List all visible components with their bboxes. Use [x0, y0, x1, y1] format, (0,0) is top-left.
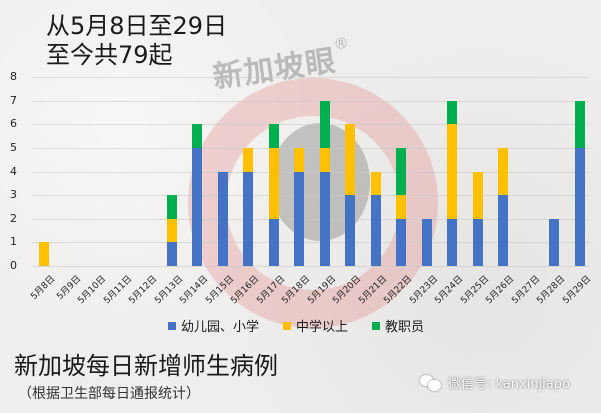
y-tick-label: 7	[10, 93, 17, 107]
bar-segment	[447, 100, 457, 125]
bar-segment	[192, 147, 202, 266]
bar-segment	[370, 171, 381, 196]
bar	[294, 148, 304, 266]
legend-label: 教职员	[385, 320, 425, 335]
y-tick-label: 2	[10, 211, 17, 225]
bar	[472, 171, 483, 266]
bar-segment	[396, 148, 406, 196]
bar	[549, 218, 559, 266]
bar	[217, 171, 228, 266]
bar-segment	[319, 171, 330, 266]
bar	[192, 124, 202, 266]
gridline	[32, 218, 589, 220]
gridline	[32, 171, 589, 173]
legend-swatch	[168, 321, 176, 330]
gridline	[32, 195, 589, 197]
bar-segment	[243, 171, 253, 266]
bar	[243, 148, 253, 266]
bar-segment	[421, 218, 432, 266]
bar-segment	[268, 148, 279, 219]
gridline	[32, 148, 589, 149]
wechat-icon	[420, 374, 442, 391]
chart-title: 新加坡每日新增师生病例	[14, 352, 278, 380]
bar	[345, 124, 355, 266]
bar-segment	[294, 148, 304, 172]
gridline	[32, 266, 589, 267]
bar-segment	[166, 195, 177, 219]
bar	[39, 242, 49, 266]
bar-segment	[472, 218, 483, 266]
bar	[498, 148, 508, 266]
bar-segment	[396, 218, 406, 266]
legend-item: 中学以上	[283, 316, 348, 335]
gridline	[32, 77, 589, 79]
bar-segment	[166, 242, 177, 266]
chart-annotation: 从5月8日至29日 至今共79起	[46, 12, 227, 70]
bar-segment	[574, 100, 585, 148]
bar	[166, 195, 177, 266]
bar-segment	[345, 124, 355, 196]
bar	[421, 218, 432, 266]
bar-segment	[447, 218, 457, 266]
stacked-bar-chart: 0 1 2 3 4 5 6 7 8 5月8日 5月9日 5月10日 5月11日 5月12日 5月13日 5月1…	[10, 70, 593, 306]
wechat-badge: 微信号: kanxinjiapo	[420, 373, 570, 392]
y-tick-label: 5	[10, 141, 17, 154]
bar-segment	[447, 124, 457, 219]
gridline	[32, 124, 589, 126]
bar-segment	[396, 195, 406, 219]
bar-segment	[319, 148, 330, 172]
legend-label: 幼儿园、小学	[181, 320, 260, 335]
bar-segment	[268, 218, 279, 266]
bar	[396, 148, 406, 266]
bar-segment	[549, 218, 559, 266]
legend-swatch	[372, 321, 381, 330]
bar-segment	[39, 242, 49, 266]
bar	[447, 100, 457, 266]
annotation-line-1: 从5月8日至29日	[46, 12, 228, 40]
bar-segment	[217, 171, 228, 266]
bar-segment	[498, 195, 508, 266]
y-tick-label: 0	[10, 259, 17, 272]
gridline	[32, 100, 589, 102]
legend-item: 幼儿园、小学	[168, 316, 259, 335]
bar	[268, 124, 279, 266]
bar-segment	[472, 171, 483, 219]
y-tick-label: 1	[10, 235, 17, 249]
legend-label: 中学以上	[296, 320, 349, 335]
legend-swatch	[283, 321, 292, 330]
bar-segment	[498, 148, 508, 196]
y-tick-label: 6	[10, 117, 17, 131]
y-tick-label: 3	[10, 188, 17, 202]
chart-legend: 幼儿园、小学 中学以上 教职员	[168, 316, 424, 335]
chart-subtitle: （根据卫生部每日通报统计）	[18, 386, 200, 402]
y-tick-label: 8	[10, 70, 17, 84]
bar-segment	[192, 124, 202, 148]
wechat-label: 微信号: kanxinjiapo	[448, 377, 570, 392]
bar-segment	[166, 218, 177, 243]
bar-segment	[294, 171, 304, 266]
y-tick-label: 4	[10, 164, 17, 178]
bar-segment	[574, 147, 585, 266]
bar	[574, 100, 585, 266]
gridline	[32, 242, 589, 244]
bar-segment	[243, 148, 253, 172]
bar-segment	[319, 100, 330, 148]
bar-segment	[370, 195, 381, 266]
bar	[319, 100, 330, 266]
bar	[370, 171, 381, 266]
bar-segment	[268, 124, 279, 148]
bar-segment	[345, 195, 355, 266]
annotation-line-2: 至今共79起	[46, 41, 173, 69]
legend-item: 教职员	[372, 316, 424, 335]
